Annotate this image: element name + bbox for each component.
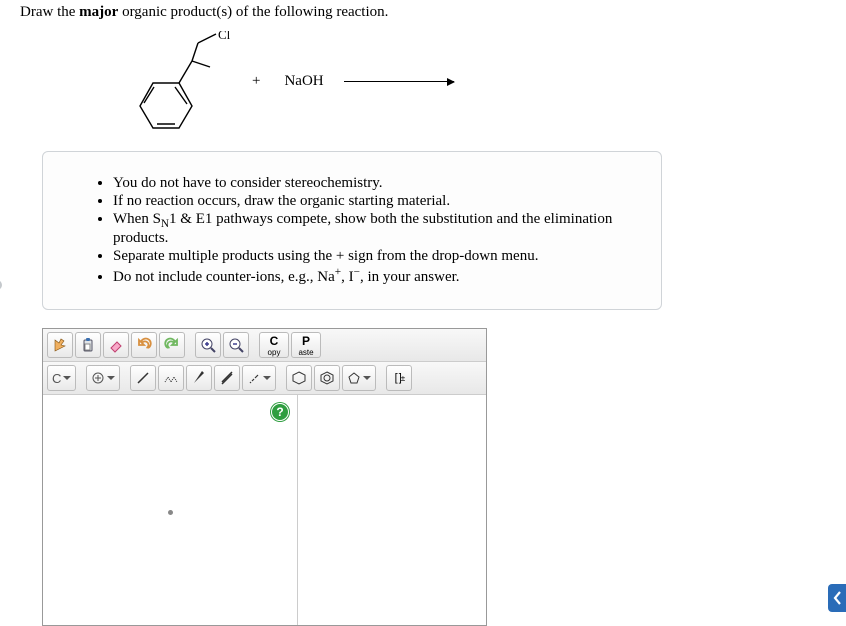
copy-label-big: C [270, 334, 279, 348]
paste-label-sm: aste [298, 348, 313, 357]
paste-label-big: P [302, 334, 310, 348]
element-label: C [52, 371, 61, 386]
question-prompt: Draw the major organic product(s) of the… [20, 4, 846, 21]
feedback-tab[interactable] [828, 584, 846, 612]
prompt-bold: major [79, 4, 118, 20]
reaction-arrow [344, 81, 454, 82]
svg-text:Cl: Cl [218, 31, 231, 42]
instruction-item: Separate multiple products using the + s… [113, 248, 633, 265]
instruction-item: When SN1 & E1 pathways compete, show bot… [113, 211, 633, 247]
toolbar-row-2: C [ [43, 362, 486, 395]
prompt-pre: Draw the [20, 4, 79, 20]
instructions-box: You do not have to consider stereochemis… [42, 151, 662, 310]
charge-dropdown[interactable] [86, 365, 120, 391]
paste-icon-tool[interactable] [75, 332, 101, 358]
toolbar-row-1: C opy P aste [43, 329, 486, 362]
plus-sign: + [252, 73, 260, 90]
chain-tool[interactable] [158, 365, 184, 391]
drawing-canvas[interactable]: ? [43, 395, 298, 625]
prompt-post: organic product(s) of the following reac… [118, 4, 388, 20]
canvas-cursor-dot [168, 510, 173, 515]
zoom-in-tool[interactable] [195, 332, 221, 358]
canvas-side-panel [298, 395, 486, 625]
instructions-list: You do not have to consider stereochemis… [91, 175, 633, 286]
reaction-scheme: Cl + NaOH [110, 31, 846, 131]
bracket-charge: ± [401, 374, 404, 383]
canvas-area: ? [43, 395, 486, 625]
element-dropdown[interactable]: C [47, 365, 76, 391]
instruction-item: You do not have to consider stereochemis… [113, 175, 633, 192]
hash-bond-dropdown[interactable] [242, 365, 276, 391]
copy-button[interactable]: C opy [259, 332, 289, 358]
redo-tool[interactable] [159, 332, 185, 358]
cyclohexane-tool[interactable] [286, 365, 312, 391]
help-button[interactable]: ? [271, 403, 289, 421]
single-bond-tool[interactable] [130, 365, 156, 391]
undo-tool[interactable] [131, 332, 157, 358]
benzene-tool[interactable] [314, 365, 340, 391]
paste-button[interactable]: P aste [291, 332, 321, 358]
wedge-bond-tool[interactable] [186, 365, 212, 391]
bracket-tool[interactable]: [ ]± [386, 365, 412, 391]
eraser-tool[interactable] [103, 332, 129, 358]
instruction-item: If no reaction occurs, draw the organic … [113, 193, 633, 210]
instruction-item: Do not include counter-ions, e.g., Na+, … [113, 266, 633, 286]
zoom-out-tool[interactable] [223, 332, 249, 358]
ring-dropdown[interactable] [342, 365, 376, 391]
copy-label-sm: opy [268, 348, 281, 357]
structure-editor: C opy P aste C [42, 328, 487, 626]
double-bond-tool[interactable] [214, 365, 240, 391]
starting-material-structure: Cl [110, 31, 240, 131]
move-tool[interactable] [47, 332, 73, 358]
reagent-naoh: NaOH [284, 73, 323, 90]
